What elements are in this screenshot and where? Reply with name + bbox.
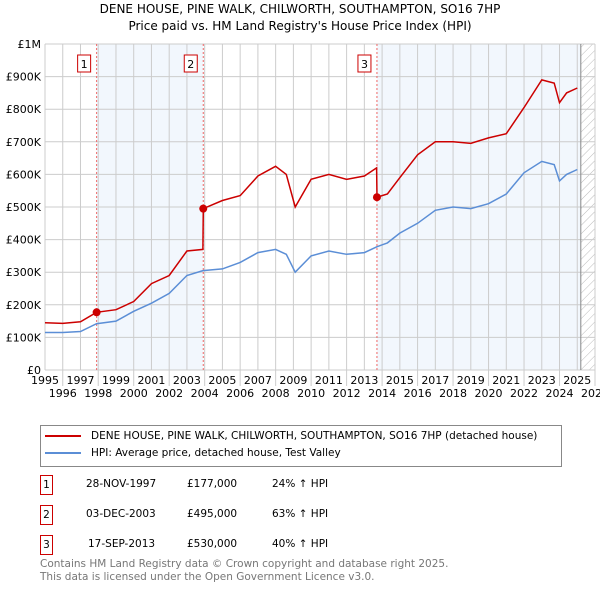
sale-date: 17-SEP-2013 [88,538,156,550]
x-tick-label: 2017 [421,374,449,387]
sale-number: 1 [40,475,53,495]
footer: Contains HM Land Registry data © Crown c… [40,558,448,584]
x-tick-label: 1996 [49,387,77,400]
legend-swatch-blue [45,452,81,454]
x-tick-label: 2011 [315,374,343,387]
footer-line1: Contains HM Land Registry data © Crown c… [40,558,449,570]
y-tick-label: £700K [6,136,42,149]
sale-point [199,204,208,213]
x-tick-label: 2009 [279,374,307,387]
x-tick-label: 2013 [350,374,378,387]
sale-marker-number: 3 [361,58,368,71]
x-tick-label: 2026 [581,387,600,400]
sale-point [92,308,101,317]
x-tick-label: 2002 [155,387,183,400]
x-tick-label: 2006 [226,387,254,400]
footer-line2: This data is licensed under the Open Gov… [40,571,375,583]
x-tick-label: 2008 [262,387,290,400]
series-line-hpi [45,160,578,334]
x-tick-label: 2015 [386,374,414,387]
y-tick-label: £300K [6,266,42,279]
legend-swatch-red [45,435,81,437]
sale-number: 3 [40,535,53,555]
x-tick-label: 2001 [137,374,165,387]
x-tick-label: 1999 [102,374,130,387]
legend-label-hpi: HPI: Average price, detached house, Test… [91,447,341,459]
x-tick-label: 2022 [510,387,538,400]
x-tick-label: 2024 [546,387,574,400]
x-tick-label: 1997 [66,374,94,387]
x-tick-label: 2000 [120,387,148,400]
x-tick-label: 2016 [404,387,432,400]
x-tick-label: 1998 [84,387,112,400]
x-tick-label: 2019 [457,374,485,387]
sale-date: 03-DEC-2003 [86,508,156,520]
x-tick-label: 2014 [368,387,396,400]
series-line-property [44,79,578,325]
sale-marker-number: 2 [187,58,194,71]
x-tick-label: 2004 [191,387,219,400]
x-tick-label: 2025 [563,374,591,387]
sale-date: 28-NOV-1997 [86,478,157,490]
plot-area: 1995199619971998199920002001200220032004… [6,38,600,400]
sale-hpi-diff: 63% ↑ HPI [272,508,329,520]
sale-hpi-diff: 24% ↑ HPI [272,478,329,490]
x-tick-label: 2021 [492,374,520,387]
chart-subtitle: Price paid vs. HM Land Registry's House … [128,19,472,33]
sale-marker-box [183,54,198,73]
x-tick-label: 2007 [244,374,272,387]
sale-point [372,193,381,202]
sale-price: £177,000 [187,478,238,490]
y-tick-label: £900K [6,71,42,84]
y-tick-label: £200K [6,299,42,312]
y-tick-label: £400K [6,234,42,247]
x-tick-label: 2020 [475,387,503,400]
y-tick-label: £100K [6,331,42,344]
x-tick-label: 2005 [208,374,236,387]
x-tick-label: 2003 [173,374,201,387]
sale-marker-box [77,54,92,73]
sale-price: £530,000 [187,538,238,550]
y-tick-label: £0 [27,364,41,377]
x-tick-label: 2010 [297,387,325,400]
sale-marker-box [357,54,372,73]
y-tick-label: £800K [6,103,42,116]
sale-price: £495,000 [187,508,238,520]
x-tick-label: 1995 [31,374,59,387]
y-tick-label: £500K [6,201,42,214]
x-tick-label: 2012 [333,387,361,400]
sale-marker-number: 1 [81,58,88,71]
chart-title: DENE HOUSE, PINE WALK, CHILWORTH, SOUTHA… [99,2,501,16]
y-tick-label: £1M [18,38,42,51]
sale-number: 2 [40,505,53,525]
x-tick-label: 2023 [528,374,556,387]
x-tick-label: 2018 [439,387,467,400]
legend: DENE HOUSE, PINE WALK, CHILWORTH, SOUTHA… [40,425,562,467]
y-tick-label: £600K [6,168,42,181]
sale-hpi-diff: 40% ↑ HPI [272,538,329,550]
legend-label-property: DENE HOUSE, PINE WALK, CHILWORTH, SOUTHA… [91,430,538,442]
